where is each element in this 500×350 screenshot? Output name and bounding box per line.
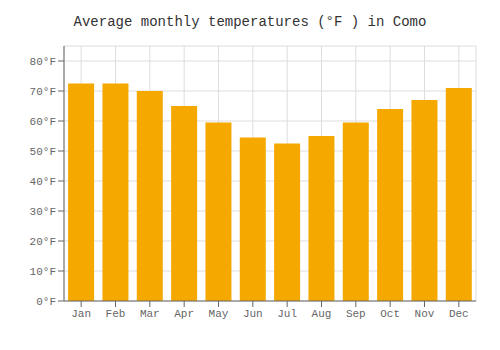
svg-text:Oct: Oct [380,308,400,320]
svg-text:Jun: Jun [243,308,263,320]
html-text:Average monthly temperatures (: Average monthly temperatures (°F ) in Co… [73,14,427,30]
svg-text:80°F: 80°F [30,56,56,68]
svg-text:Nov: Nov [415,308,435,320]
svg-text:May: May [209,308,229,320]
svg-text:20°F: 20°F [30,236,56,248]
svg-text:Jan: Jan [71,308,91,320]
svg-text:60°F: 60°F [30,116,56,128]
svg-text:70°F: 70°F [30,86,56,98]
svg-text:40°F: 40°F [30,176,56,188]
svg-text:50°F: 50°F [30,146,56,158]
svg-text:Dec: Dec [449,308,469,320]
svg-text:Mar: Mar [140,308,160,320]
svg-text:10°F: 10°F [30,266,56,278]
svg-text:Sep: Sep [346,308,366,320]
svg-text:Apr: Apr [174,308,194,320]
svg-text:30°F: 30°F [30,206,56,218]
svg-text:Jul: Jul [277,308,297,320]
svg-text:Aug: Aug [312,308,332,320]
svg-text:0°F: 0°F [36,296,56,308]
svg-text:Feb: Feb [106,308,126,320]
